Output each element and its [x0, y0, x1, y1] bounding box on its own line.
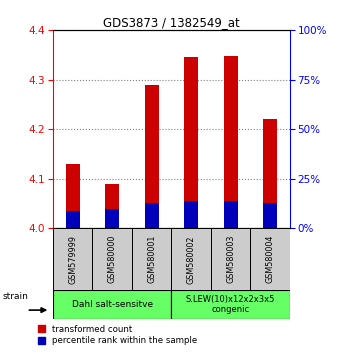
Text: GSM580003: GSM580003	[226, 235, 235, 284]
Bar	[66, 211, 79, 228]
Bar	[105, 210, 119, 228]
Bar	[132, 228, 171, 290]
Bar	[145, 202, 159, 228]
Legend: transformed count, percentile rank within the sample: transformed count, percentile rank withi…	[39, 325, 197, 345]
Text: GSM580002: GSM580002	[187, 235, 196, 284]
Bar	[171, 228, 211, 290]
Bar	[171, 290, 290, 319]
Bar	[263, 202, 277, 228]
Bar	[105, 184, 119, 228]
Text: GSM579999: GSM579999	[68, 235, 77, 284]
Title: GDS3873 / 1382549_at: GDS3873 / 1382549_at	[103, 16, 240, 29]
Bar	[92, 228, 132, 290]
Bar	[145, 85, 159, 228]
Bar	[224, 56, 238, 228]
Bar	[53, 290, 171, 319]
Bar	[211, 228, 250, 290]
Text: S.LEW(10)x12x2x3x5
congenic: S.LEW(10)x12x2x3x5 congenic	[186, 295, 275, 314]
Bar	[250, 228, 290, 290]
Text: strain: strain	[3, 292, 29, 301]
Bar	[184, 57, 198, 228]
Text: GSM580000: GSM580000	[108, 235, 117, 284]
Text: GSM580001: GSM580001	[147, 235, 156, 284]
Bar	[263, 119, 277, 228]
Text: Dahl salt-sensitve: Dahl salt-sensitve	[72, 300, 153, 309]
Bar	[184, 201, 198, 228]
Bar	[224, 201, 238, 228]
Bar	[53, 228, 92, 290]
Text: GSM580004: GSM580004	[266, 235, 275, 284]
Bar	[66, 164, 79, 228]
